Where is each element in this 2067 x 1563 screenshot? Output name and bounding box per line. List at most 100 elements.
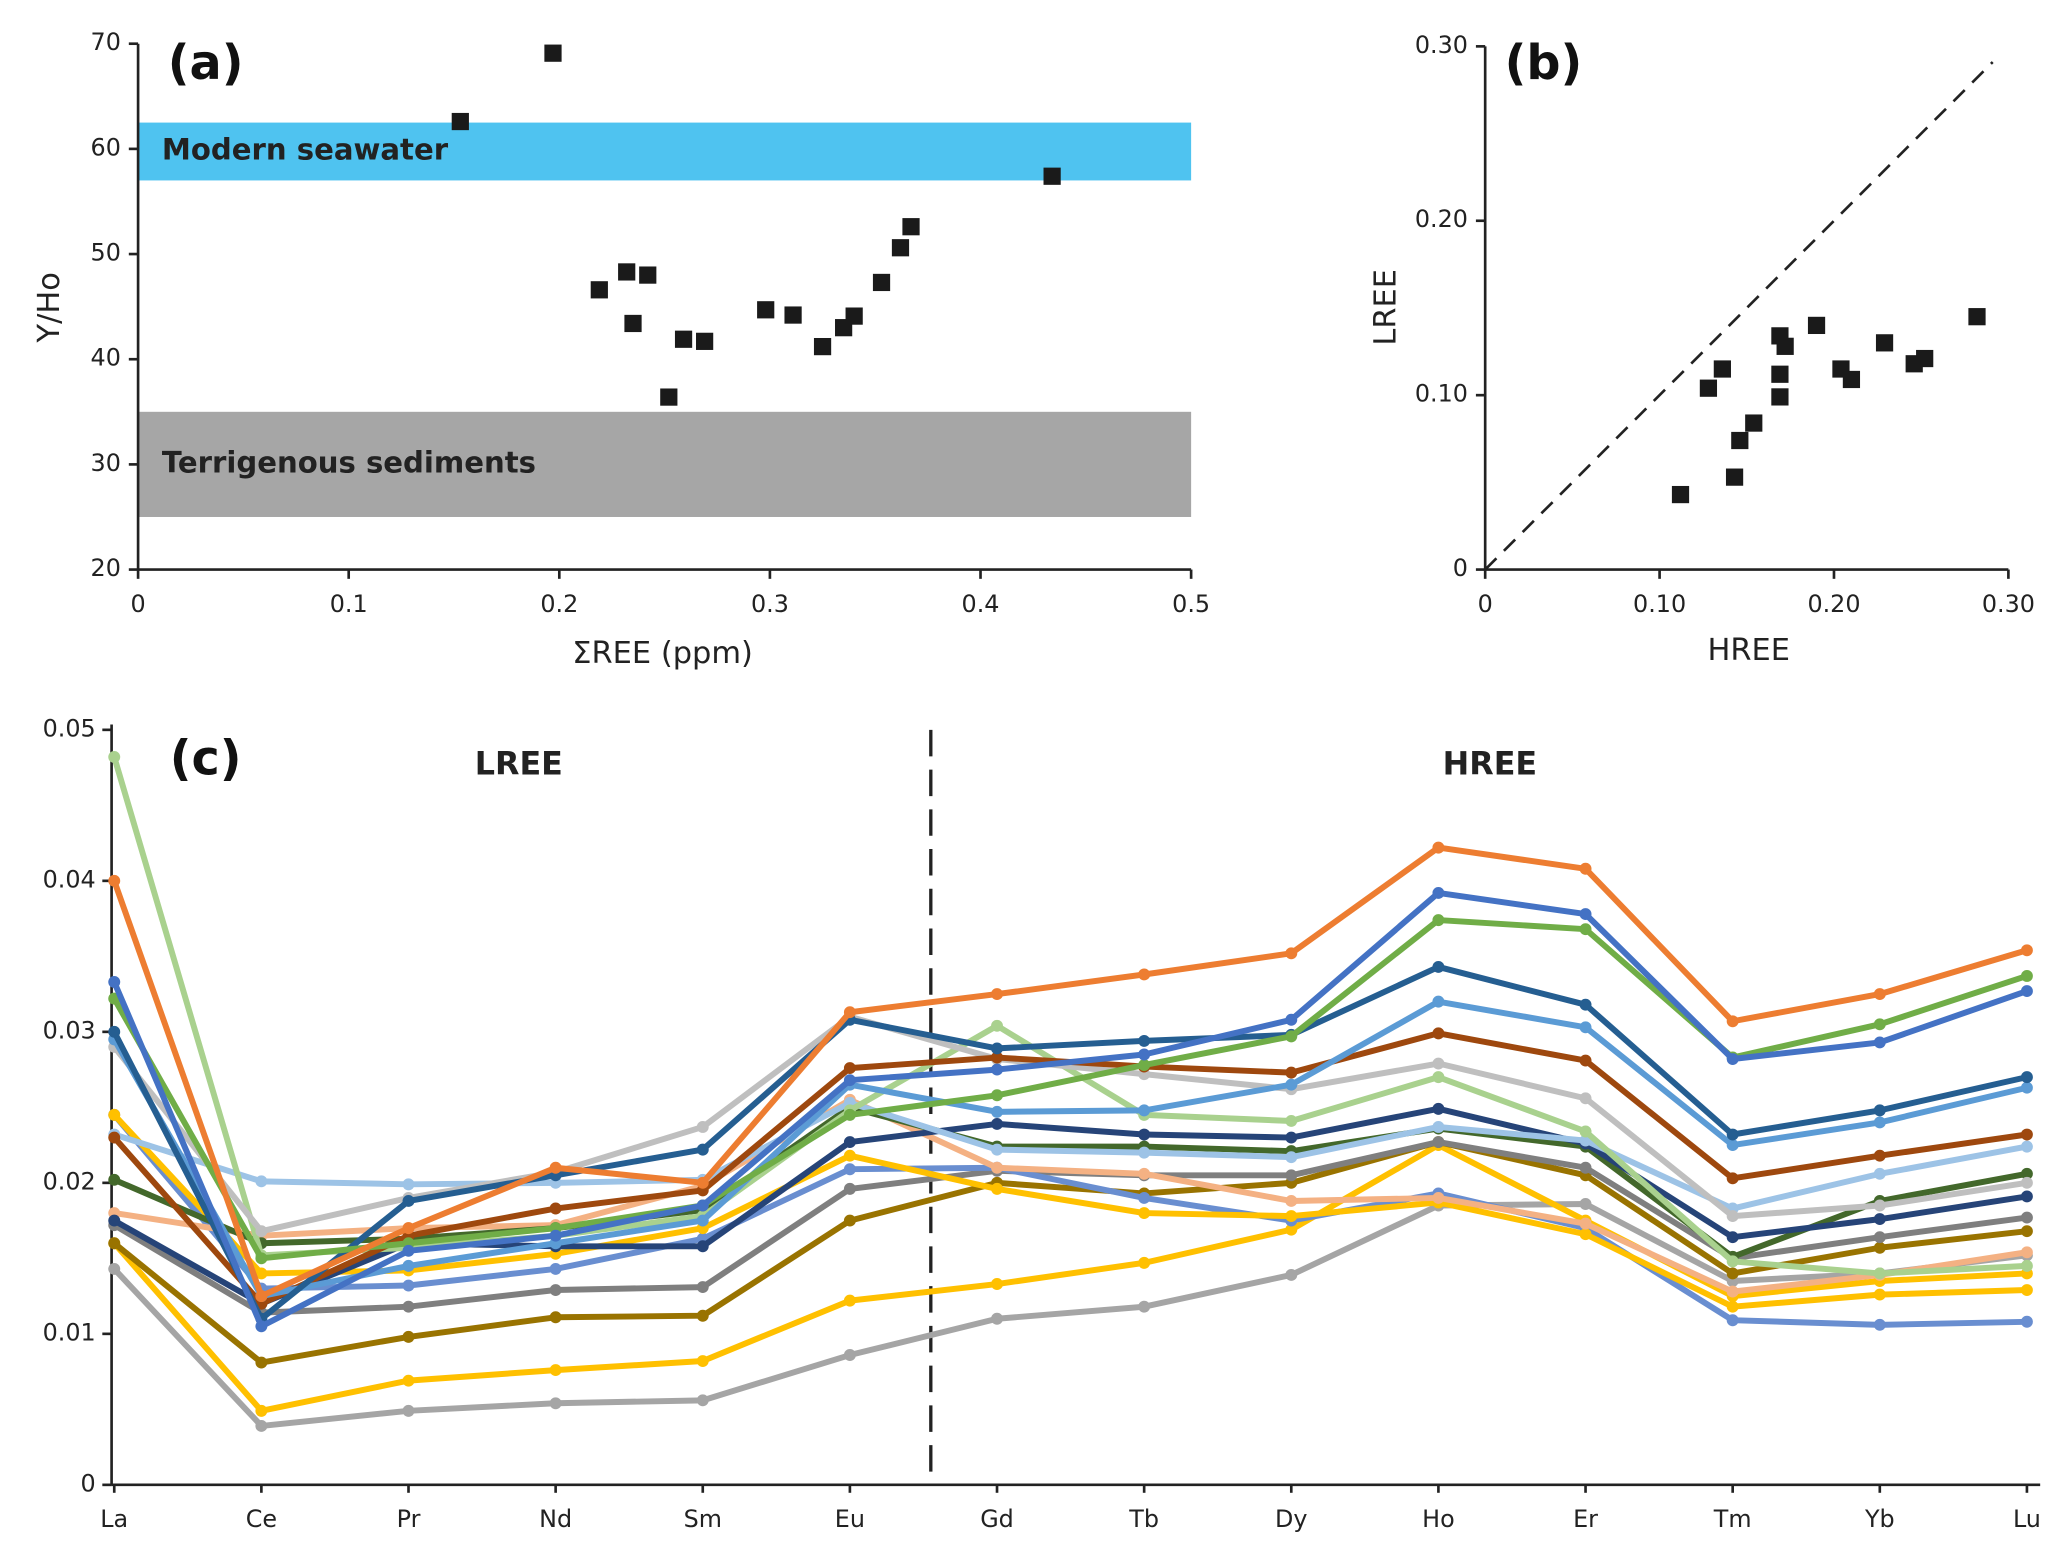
point (1731, 431, 1749, 450)
point (696, 1240, 709, 1253)
point (108, 1108, 121, 1121)
x-axis-title: HREE (1707, 633, 1790, 668)
point (1579, 1198, 1592, 1210)
point (1726, 1015, 1739, 1028)
point (1432, 960, 1445, 973)
point (991, 1019, 1003, 1032)
series-line (111, 1112, 2027, 1328)
x-tick-label: Eu (835, 1505, 865, 1533)
point (1968, 308, 1986, 326)
point (872, 273, 891, 292)
point (2020, 1284, 2033, 1297)
point (1726, 1314, 1739, 1327)
point (402, 1244, 415, 1257)
point (1873, 1267, 1886, 1280)
point (1285, 1114, 1298, 1127)
series-line (111, 963, 2028, 1322)
point (843, 1062, 856, 1075)
point (1285, 1151, 1298, 1164)
point (1771, 388, 1789, 406)
point (1579, 1228, 1592, 1241)
point (1726, 1267, 1739, 1280)
point (255, 1419, 268, 1432)
point (1432, 914, 1445, 927)
point (1432, 1136, 1445, 1149)
point (1579, 998, 1592, 1011)
point (1745, 414, 1763, 432)
point (1432, 1071, 1445, 1084)
point (991, 1182, 1003, 1195)
point (696, 1121, 709, 1133)
x-tick-label: Ho (1422, 1505, 1455, 1533)
x-tick-label: Ce (246, 1505, 277, 1533)
point (1138, 1128, 1151, 1141)
point (1579, 1125, 1592, 1138)
point (549, 1364, 562, 1377)
point (2020, 1081, 2033, 1094)
point (1873, 1116, 1886, 1129)
point (1842, 370, 1861, 389)
point (843, 1074, 856, 1087)
point (255, 1404, 268, 1417)
point (549, 1202, 562, 1215)
point (1285, 1030, 1298, 1043)
point (2020, 1176, 2033, 1189)
point (255, 1356, 268, 1369)
y-tick-label: 0 (81, 1469, 96, 1497)
point (590, 281, 608, 299)
panel-label: (c) (170, 732, 242, 787)
point (255, 1225, 268, 1238)
point (402, 1195, 415, 1207)
point (1285, 1210, 1298, 1223)
point (618, 263, 636, 281)
point (1873, 1167, 1886, 1180)
point (1432, 886, 1445, 899)
point (1579, 1092, 1592, 1105)
point (1726, 1285, 1739, 1298)
point (624, 314, 642, 333)
y-tick-label: 0.30 (1415, 31, 1468, 59)
series-line (113, 1099, 2028, 1212)
point (1726, 1128, 1739, 1141)
point (843, 1163, 856, 1176)
point (1726, 1231, 1739, 1244)
point (784, 306, 802, 324)
point (843, 1182, 856, 1195)
point (1432, 1102, 1445, 1115)
point (2020, 1259, 2033, 1272)
point (549, 1161, 562, 1174)
point (402, 1222, 415, 1235)
point (843, 1294, 856, 1307)
point (991, 1312, 1003, 1325)
x-tick-label: Er (1573, 1505, 1598, 1533)
x-tick-label: Tm (1713, 1505, 1752, 1533)
point (1285, 1013, 1298, 1026)
x-tick-label: Lu (2013, 1505, 2041, 1533)
point (674, 330, 693, 348)
point (549, 1397, 562, 1410)
point (1285, 1078, 1298, 1091)
point (1807, 316, 1826, 335)
point (991, 1278, 1003, 1290)
x-tick-label: Yb (1864, 1505, 1895, 1533)
point (891, 239, 910, 257)
point (255, 1267, 268, 1280)
point (696, 1199, 709, 1212)
x-tick-label: Sm (684, 1505, 722, 1533)
series-line (111, 756, 2028, 1277)
series-line (113, 1096, 2028, 1295)
point (402, 1178, 415, 1191)
point (255, 1175, 268, 1188)
point (1138, 1034, 1151, 1047)
point (991, 1105, 1003, 1118)
point (1432, 1027, 1445, 1040)
series-line (112, 1139, 2028, 1366)
point (991, 1143, 1003, 1156)
point (549, 1311, 562, 1324)
point (696, 1143, 709, 1156)
x-tick-label: 0.10 (1633, 590, 1686, 618)
point (639, 266, 657, 284)
point (544, 44, 562, 62)
point (549, 1229, 562, 1242)
x-tick-label: 0.3 (751, 590, 789, 618)
